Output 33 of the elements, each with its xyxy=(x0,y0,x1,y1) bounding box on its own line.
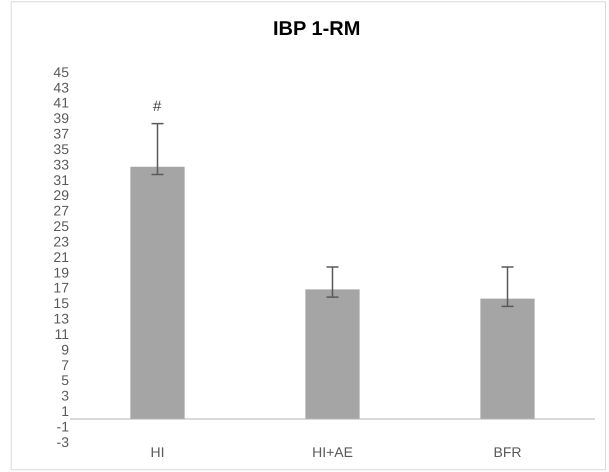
y-tick-label: 1 xyxy=(61,403,70,420)
y-tick-label: 37 xyxy=(53,126,70,142)
y-tick-label: 27 xyxy=(53,202,70,219)
x-tick-label: HI+AE xyxy=(312,444,353,460)
y-tick-label: 33 xyxy=(53,156,70,172)
y-tick-label: 15 xyxy=(53,295,70,312)
annotation: # xyxy=(153,98,162,115)
bar xyxy=(130,166,185,419)
y-tick-label: 7 xyxy=(61,356,70,373)
y-tick-label: 21 xyxy=(53,248,70,265)
y-tick-label: 25 xyxy=(53,218,70,234)
y-tick-label: -3 xyxy=(56,434,70,450)
y-tick-label: 13 xyxy=(53,310,70,327)
y-tick-label: 23 xyxy=(53,233,70,250)
y-tick-label: 19 xyxy=(53,264,70,280)
y-tick-label: 43 xyxy=(53,79,70,96)
y-tick-label: 45 xyxy=(53,64,70,80)
chart-title: IBP 1-RM xyxy=(272,18,360,40)
x-tick-label: BFR xyxy=(494,444,522,460)
y-tick-label: 41 xyxy=(53,94,70,111)
y-tick-label: 39 xyxy=(53,110,70,126)
y-tick-label: 5 xyxy=(61,372,70,388)
x-tick-label: HI xyxy=(150,444,164,460)
y-tick-label: 11 xyxy=(54,326,70,342)
y-tick-label: 9 xyxy=(61,341,70,358)
y-tick-label: 3 xyxy=(61,388,70,404)
bar xyxy=(480,298,535,419)
y-tick-label: 31 xyxy=(53,172,70,188)
bar xyxy=(305,289,360,419)
y-tick-label: 17 xyxy=(53,280,70,296)
y-tick-label: -1 xyxy=(56,418,70,434)
y-tick-label: 35 xyxy=(53,140,70,157)
y-tick-label: 29 xyxy=(53,187,70,204)
